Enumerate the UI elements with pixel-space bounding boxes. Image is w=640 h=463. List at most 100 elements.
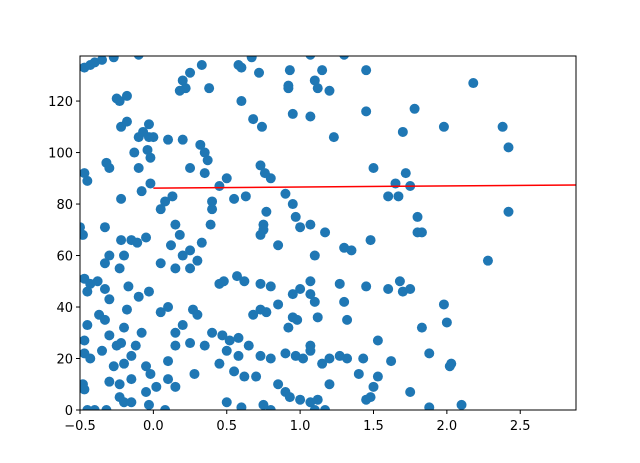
scatter-point [114, 96, 125, 107]
scatter-point [119, 358, 130, 369]
scatter-point [192, 309, 203, 320]
scatter-point [177, 134, 188, 145]
scatter-point [104, 250, 115, 261]
scatter-point [309, 405, 320, 410]
scatter-point [334, 350, 345, 361]
scatter-point [361, 281, 372, 292]
scatter-point [503, 206, 514, 217]
scatter-point [174, 85, 185, 96]
scatter-point [365, 392, 376, 403]
scatter-point [97, 345, 108, 356]
scatter-point [280, 188, 291, 199]
scatter-point [232, 271, 243, 282]
scatter-point [145, 152, 156, 163]
scatter-point [136, 327, 147, 338]
scatter-point [160, 196, 171, 207]
scatter-point [324, 85, 335, 96]
x-tick-label: 0.0 [143, 419, 164, 434]
scatter-point [386, 356, 397, 367]
scatter-point [243, 340, 254, 351]
scatter-point [397, 126, 408, 137]
scatter-point [123, 281, 134, 292]
scatter-point [143, 286, 154, 297]
scatter-point [130, 340, 141, 351]
scatter-point [265, 281, 276, 292]
scatter-point [170, 263, 181, 274]
scatter-point [284, 392, 295, 403]
scatter-point [199, 168, 210, 179]
scatter-point [108, 56, 119, 63]
scatter-point [240, 191, 251, 202]
scatter-point [199, 147, 210, 158]
scatter-point [133, 56, 144, 60]
scatter-point [320, 405, 331, 410]
scatter-point [99, 258, 110, 269]
scatter-point [141, 386, 152, 397]
scatter-point [255, 160, 266, 171]
scatter-point [305, 276, 316, 287]
scatter-point [116, 235, 127, 246]
x-tick-label: 1.5 [363, 419, 384, 434]
scatter-point [143, 119, 154, 130]
scatter-point [160, 405, 171, 410]
scatter-point [85, 353, 96, 364]
scatter-point [80, 335, 90, 346]
scatter-point [236, 62, 247, 73]
scatter-point [217, 330, 228, 341]
scatter-point [295, 283, 306, 294]
scatter-point [114, 263, 125, 274]
scatter-point [339, 56, 349, 60]
scatter-point [80, 168, 90, 179]
scatter-point [283, 80, 294, 91]
scatter-point [142, 144, 153, 155]
y-tick-label: 80 [56, 198, 73, 213]
scatter-point [177, 75, 188, 86]
scatter-point [145, 368, 156, 379]
scatter-point [233, 350, 244, 361]
scatter-point [295, 394, 306, 405]
scatter-point [129, 147, 140, 158]
scatter-point [185, 162, 196, 173]
scatter-point [101, 405, 112, 410]
scatter-point [82, 175, 93, 186]
scatter-point [368, 162, 379, 173]
scatter-point [368, 381, 379, 392]
scatter-point [108, 361, 119, 372]
x-tick-label: −0.5 [64, 419, 96, 434]
scatter-point [185, 263, 196, 274]
scatter-point [82, 320, 93, 331]
scatter-point [365, 235, 376, 246]
scatter-point [155, 204, 166, 215]
scatter-point [185, 245, 196, 256]
scatter-point [163, 302, 174, 313]
scatter-point [204, 83, 215, 94]
scatter-point [317, 65, 328, 76]
scatter-point [104, 294, 115, 305]
y-tick-label: 120 [48, 95, 73, 110]
scatter-point [497, 121, 508, 132]
scatter-point [207, 196, 218, 207]
scatter-point [132, 237, 143, 248]
scatter-point [185, 67, 196, 78]
scatter-point [248, 114, 259, 125]
scatter-point [424, 402, 435, 410]
scatter-point [170, 340, 181, 351]
scatter-point [309, 75, 320, 86]
scatter-point [361, 106, 372, 117]
scatter-point [207, 327, 218, 338]
scatter-point [116, 193, 127, 204]
scatter-point [163, 356, 174, 367]
scatter-point [273, 299, 284, 310]
y-tick-label: 100 [48, 147, 73, 162]
scatter-point [121, 90, 132, 101]
scatter-point [309, 296, 320, 307]
scatter-point [273, 379, 284, 390]
scatter-point [305, 111, 316, 122]
scatter-point [221, 345, 232, 356]
scatter-point [290, 211, 301, 222]
scatter-point [229, 366, 240, 377]
scatter-point [163, 134, 174, 145]
scatter-point [167, 191, 178, 202]
scatter-point [163, 374, 174, 385]
scatter-point [170, 219, 181, 230]
